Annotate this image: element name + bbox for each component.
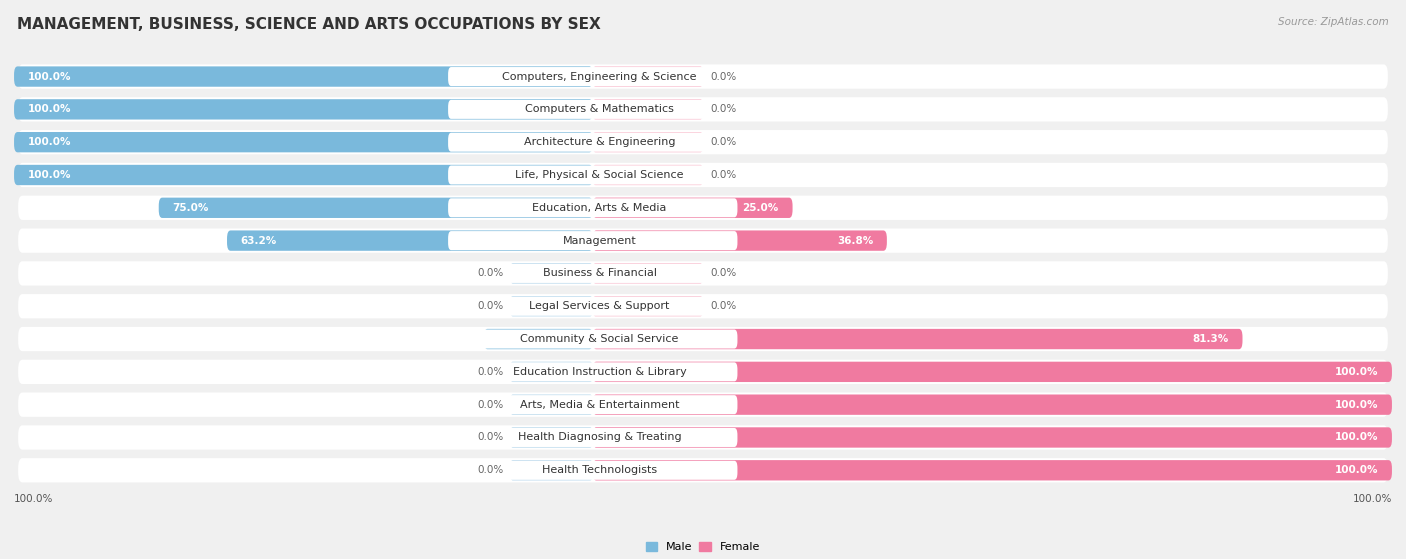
FancyBboxPatch shape [510, 395, 593, 415]
Text: 0.0%: 0.0% [477, 400, 503, 410]
FancyBboxPatch shape [18, 327, 1388, 351]
Text: Education, Arts & Media: Education, Arts & Media [533, 203, 666, 213]
FancyBboxPatch shape [18, 261, 1388, 286]
Text: Source: ZipAtlas.com: Source: ZipAtlas.com [1278, 17, 1389, 27]
Text: 0.0%: 0.0% [710, 105, 737, 115]
Text: 100.0%: 100.0% [1353, 494, 1392, 504]
Text: 25.0%: 25.0% [742, 203, 779, 213]
FancyBboxPatch shape [449, 198, 738, 217]
Text: 0.0%: 0.0% [710, 72, 737, 82]
FancyBboxPatch shape [449, 165, 738, 184]
FancyBboxPatch shape [449, 428, 738, 447]
FancyBboxPatch shape [510, 263, 593, 283]
Text: 100.0%: 100.0% [1334, 367, 1378, 377]
FancyBboxPatch shape [510, 427, 593, 448]
FancyBboxPatch shape [510, 460, 593, 481]
FancyBboxPatch shape [18, 458, 1388, 482]
FancyBboxPatch shape [593, 198, 793, 218]
Text: Arts, Media & Entertainment: Arts, Media & Entertainment [520, 400, 679, 410]
Text: 100.0%: 100.0% [1334, 433, 1378, 443]
FancyBboxPatch shape [18, 97, 1388, 121]
FancyBboxPatch shape [593, 329, 1243, 349]
Text: Computers, Engineering & Science: Computers, Engineering & Science [502, 72, 697, 82]
FancyBboxPatch shape [449, 461, 738, 480]
FancyBboxPatch shape [593, 132, 703, 153]
FancyBboxPatch shape [593, 460, 1392, 481]
Text: Management: Management [562, 235, 637, 245]
FancyBboxPatch shape [14, 99, 593, 120]
Text: 100.0%: 100.0% [1334, 400, 1378, 410]
FancyBboxPatch shape [449, 395, 738, 414]
FancyBboxPatch shape [18, 163, 1388, 187]
FancyBboxPatch shape [449, 264, 738, 283]
FancyBboxPatch shape [484, 329, 593, 349]
FancyBboxPatch shape [18, 64, 1388, 89]
FancyBboxPatch shape [14, 132, 593, 153]
Text: 63.2%: 63.2% [240, 235, 277, 245]
Text: 0.0%: 0.0% [710, 137, 737, 147]
Text: Architecture & Engineering: Architecture & Engineering [524, 137, 675, 147]
Text: Health Technologists: Health Technologists [543, 465, 657, 475]
Text: Health Diagnosing & Treating: Health Diagnosing & Treating [517, 433, 682, 443]
Text: Computers & Mathematics: Computers & Mathematics [526, 105, 673, 115]
FancyBboxPatch shape [593, 67, 703, 87]
Text: Community & Social Service: Community & Social Service [520, 334, 679, 344]
FancyBboxPatch shape [449, 132, 738, 151]
FancyBboxPatch shape [593, 296, 703, 316]
Text: Legal Services & Support: Legal Services & Support [530, 301, 669, 311]
Legend: Male, Female: Male, Female [641, 537, 765, 556]
FancyBboxPatch shape [449, 362, 738, 381]
Text: 100.0%: 100.0% [1334, 465, 1378, 475]
FancyBboxPatch shape [18, 392, 1388, 417]
FancyBboxPatch shape [449, 100, 738, 119]
FancyBboxPatch shape [18, 196, 1388, 220]
FancyBboxPatch shape [449, 67, 738, 86]
FancyBboxPatch shape [18, 294, 1388, 319]
Text: 0.0%: 0.0% [710, 301, 737, 311]
Text: Education Instruction & Library: Education Instruction & Library [513, 367, 686, 377]
Text: Life, Physical & Social Science: Life, Physical & Social Science [516, 170, 683, 180]
FancyBboxPatch shape [226, 230, 593, 251]
FancyBboxPatch shape [593, 230, 887, 251]
FancyBboxPatch shape [593, 165, 703, 185]
FancyBboxPatch shape [449, 330, 738, 349]
Text: Business & Financial: Business & Financial [543, 268, 657, 278]
FancyBboxPatch shape [593, 427, 1392, 448]
Text: 75.0%: 75.0% [173, 203, 209, 213]
Text: 36.8%: 36.8% [837, 235, 873, 245]
FancyBboxPatch shape [14, 67, 593, 87]
Text: 0.0%: 0.0% [477, 268, 503, 278]
Text: 100.0%: 100.0% [14, 494, 53, 504]
Text: 18.8%: 18.8% [498, 334, 534, 344]
Text: 100.0%: 100.0% [28, 105, 72, 115]
FancyBboxPatch shape [18, 130, 1388, 154]
Text: 100.0%: 100.0% [28, 72, 72, 82]
Text: 0.0%: 0.0% [477, 301, 503, 311]
FancyBboxPatch shape [18, 360, 1388, 384]
FancyBboxPatch shape [593, 395, 1392, 415]
Text: 81.3%: 81.3% [1192, 334, 1229, 344]
FancyBboxPatch shape [449, 231, 738, 250]
Text: MANAGEMENT, BUSINESS, SCIENCE AND ARTS OCCUPATIONS BY SEX: MANAGEMENT, BUSINESS, SCIENCE AND ARTS O… [17, 17, 600, 32]
Text: 0.0%: 0.0% [710, 268, 737, 278]
FancyBboxPatch shape [510, 296, 593, 316]
FancyBboxPatch shape [14, 165, 593, 185]
FancyBboxPatch shape [18, 229, 1388, 253]
Text: 0.0%: 0.0% [477, 433, 503, 443]
Text: 100.0%: 100.0% [28, 137, 72, 147]
FancyBboxPatch shape [593, 362, 1392, 382]
FancyBboxPatch shape [449, 297, 738, 316]
FancyBboxPatch shape [18, 425, 1388, 449]
Text: 100.0%: 100.0% [28, 170, 72, 180]
FancyBboxPatch shape [159, 198, 593, 218]
FancyBboxPatch shape [593, 99, 703, 120]
Text: 0.0%: 0.0% [477, 465, 503, 475]
FancyBboxPatch shape [510, 362, 593, 382]
Text: 0.0%: 0.0% [710, 170, 737, 180]
Text: 0.0%: 0.0% [477, 367, 503, 377]
FancyBboxPatch shape [593, 263, 703, 283]
